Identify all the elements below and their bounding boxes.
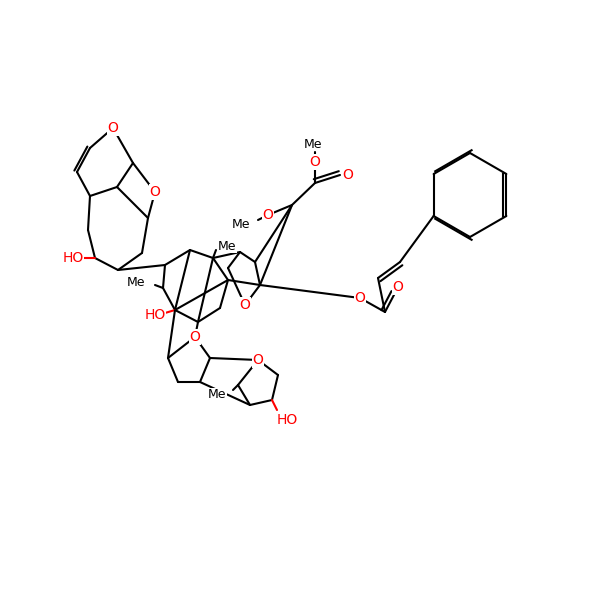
Text: HO: HO xyxy=(62,251,83,265)
Text: HO: HO xyxy=(277,413,298,427)
Text: O: O xyxy=(343,168,353,182)
Text: O: O xyxy=(355,291,365,305)
Text: Me: Me xyxy=(127,277,145,289)
Text: Me: Me xyxy=(304,137,322,151)
Text: Me: Me xyxy=(218,239,236,253)
Text: O: O xyxy=(239,298,250,312)
Text: Me: Me xyxy=(208,389,226,401)
Text: HO: HO xyxy=(145,308,166,322)
Text: O: O xyxy=(149,185,160,199)
Text: O: O xyxy=(253,353,263,367)
Text: O: O xyxy=(263,208,274,222)
Text: Me: Me xyxy=(232,218,250,232)
Text: O: O xyxy=(392,280,403,294)
Text: O: O xyxy=(310,155,320,169)
Text: O: O xyxy=(190,330,200,344)
Text: O: O xyxy=(107,121,118,135)
